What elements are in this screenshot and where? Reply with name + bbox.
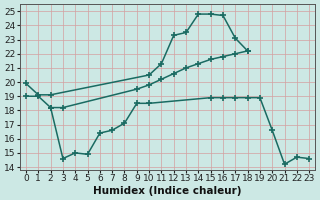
X-axis label: Humidex (Indice chaleur): Humidex (Indice chaleur) [93, 186, 242, 196]
